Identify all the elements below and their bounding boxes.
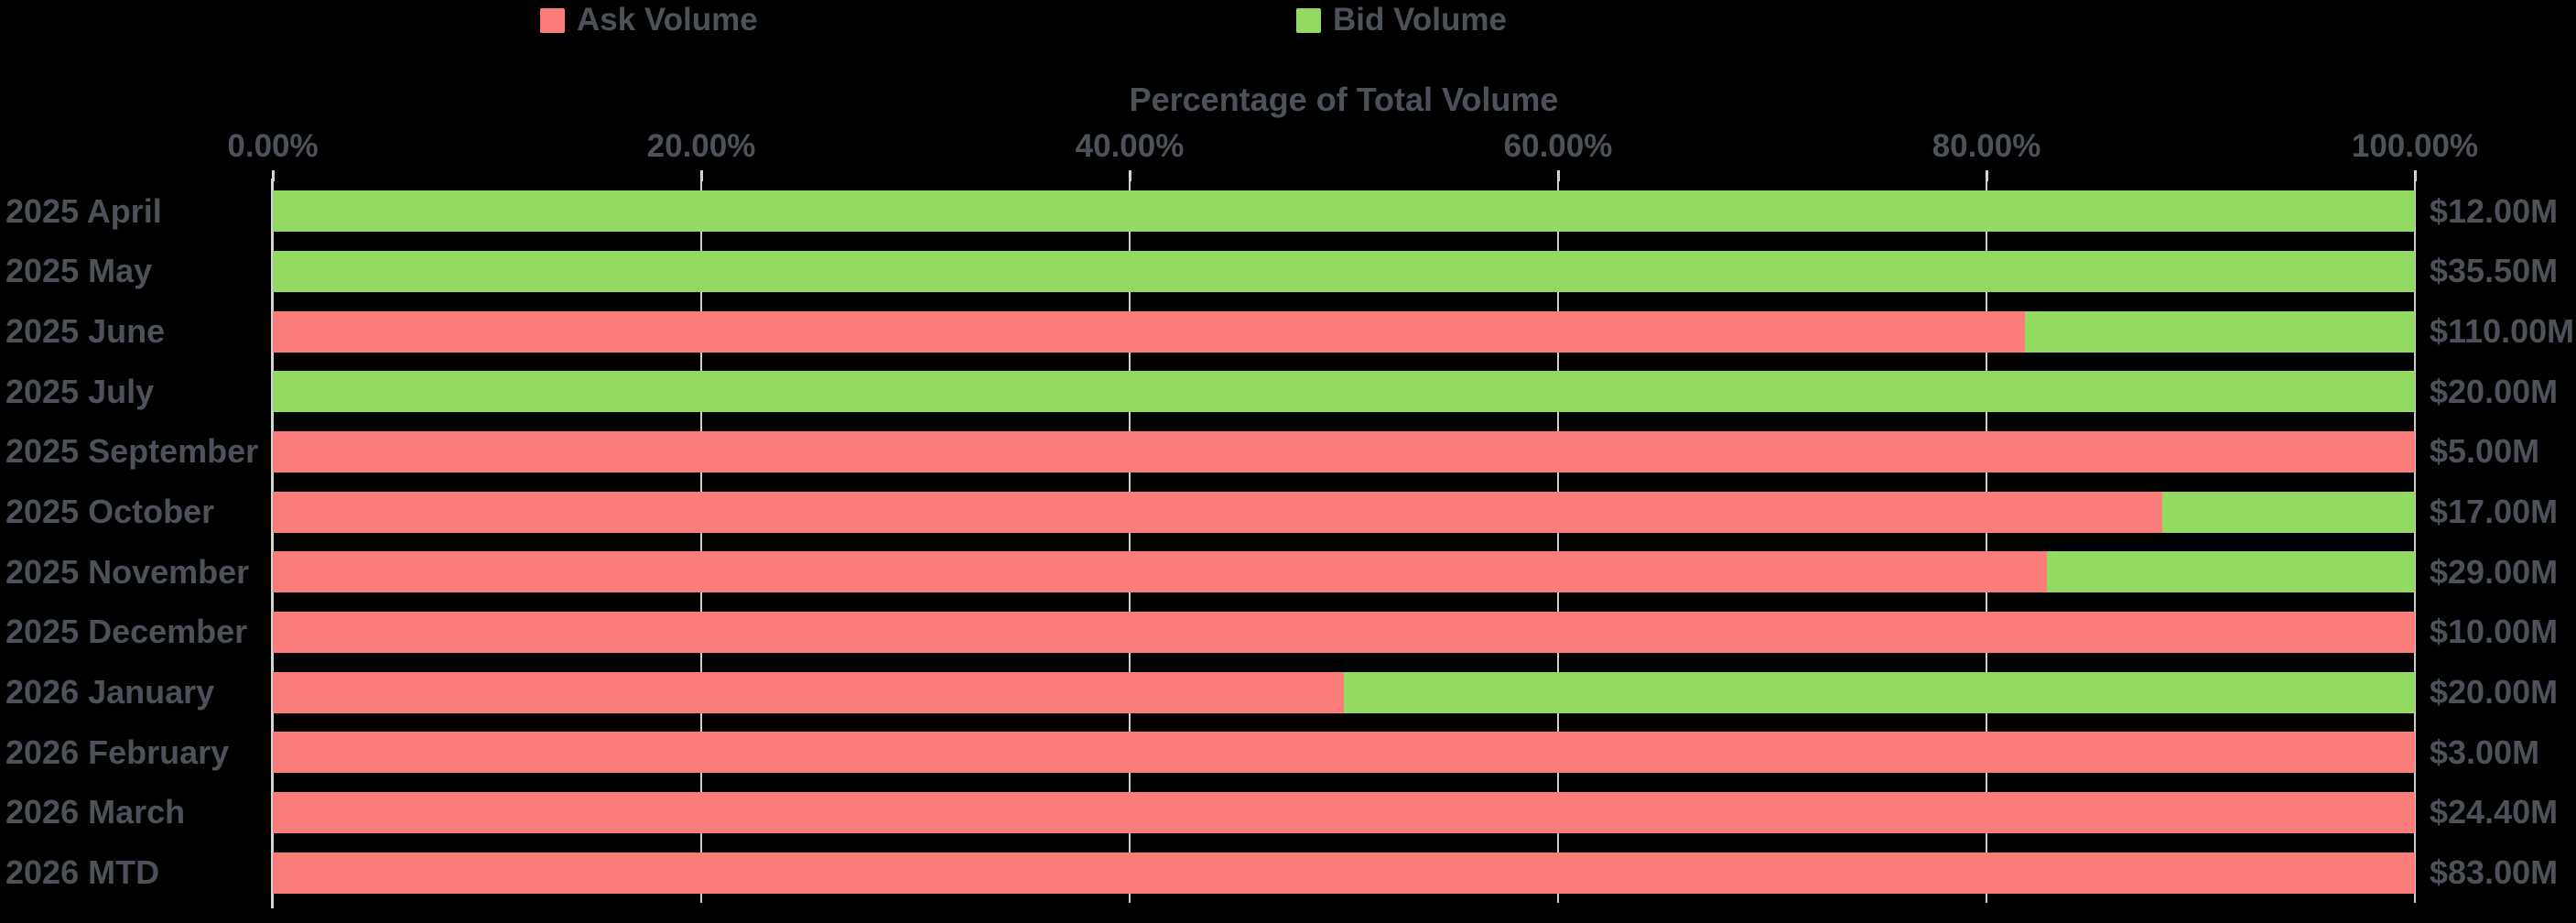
bar-row xyxy=(273,783,2415,843)
x-tick-label: 40.00% xyxy=(1075,128,1185,164)
y-axis-line xyxy=(271,179,274,908)
bar-total-label: $3.00M xyxy=(2430,733,2540,771)
legend-item-bid-volume[interactable]: Bid Volume xyxy=(1296,2,1507,38)
bar-segment-bid[interactable] xyxy=(273,190,2415,233)
bar-segment-bid[interactable] xyxy=(1344,671,2415,713)
bar-row xyxy=(273,482,2415,542)
gridline xyxy=(1557,181,1559,903)
gridline xyxy=(1986,181,1987,903)
bar-total-label: $17.00M xyxy=(2430,493,2559,531)
bar-segment-ask[interactable] xyxy=(273,732,2415,774)
category-label: 2025 December xyxy=(5,613,248,651)
bar-total-label: $5.00M xyxy=(2430,432,2540,471)
x-tick-label: 0.00% xyxy=(227,128,319,164)
category-label: 2025 June xyxy=(5,312,166,351)
category-label: 2026 January xyxy=(5,673,215,711)
x-tick-mark xyxy=(2414,170,2417,181)
bar-row xyxy=(273,722,2415,783)
bar-segment-bid[interactable] xyxy=(2161,491,2415,533)
gridline xyxy=(2414,181,2416,903)
category-label: 2025 September xyxy=(5,432,259,471)
bar-total-label: $24.40M xyxy=(2430,793,2559,831)
x-tick-mark xyxy=(1129,170,1131,181)
bar-segment-bid[interactable] xyxy=(2046,551,2415,593)
category-label: 2025 July xyxy=(5,372,155,410)
bar-segment-ask[interactable] xyxy=(273,430,2415,472)
bar-total-label: $29.00M xyxy=(2430,552,2559,591)
bar-segment-ask[interactable] xyxy=(273,611,2415,653)
category-label: 2025 November xyxy=(5,552,250,591)
category-label: 2026 MTD xyxy=(5,853,160,892)
bar-total-label: $20.00M xyxy=(2430,673,2559,711)
x-tick-label: 60.00% xyxy=(1503,128,1613,164)
bar-row xyxy=(273,542,2415,603)
gridline xyxy=(1129,181,1131,903)
bar-row xyxy=(273,242,2415,302)
x-tick-mark xyxy=(272,170,275,181)
bar-total-label: $10.00M xyxy=(2430,613,2559,651)
bar-segment-ask[interactable] xyxy=(273,551,2047,593)
x-axis-title: Percentage of Total Volume xyxy=(1129,81,1559,118)
gridline xyxy=(700,181,702,903)
ask-volume-swatch-icon xyxy=(540,7,565,33)
bar-row xyxy=(273,362,2415,422)
bar-row xyxy=(273,842,2415,903)
x-tick-label: 100.00% xyxy=(2351,128,2479,164)
bar-segment-bid[interactable] xyxy=(273,371,2415,413)
bar-segment-ask[interactable] xyxy=(273,671,1344,713)
bar-segment-ask[interactable] xyxy=(273,491,2162,533)
x-tick-mark xyxy=(1557,170,1560,181)
bar-total-label: $83.00M xyxy=(2430,853,2559,892)
x-tick-mark xyxy=(1986,170,1988,181)
bar-segment-ask[interactable] xyxy=(273,852,2415,894)
bar-total-label: $35.50M xyxy=(2430,252,2559,290)
bar-row xyxy=(273,603,2415,663)
bar-total-label: $110.00M xyxy=(2430,312,2575,351)
category-label: 2025 October xyxy=(5,493,215,531)
category-label: 2025 May xyxy=(5,252,153,290)
bid-volume-swatch-icon xyxy=(1296,7,1321,33)
bar-segment-ask[interactable] xyxy=(273,310,2026,353)
bar-row xyxy=(273,422,2415,483)
legend-label-ask-volume: Ask Volume xyxy=(577,2,758,38)
bar-segment-bid[interactable] xyxy=(273,250,2415,292)
x-tick-label: 20.00% xyxy=(646,128,756,164)
legend-item-ask-volume[interactable]: Ask Volume xyxy=(540,2,758,38)
category-label: 2026 March xyxy=(5,793,186,831)
category-label: 2025 April xyxy=(5,191,162,230)
bar-row xyxy=(273,301,2415,362)
x-tick-label: 80.00% xyxy=(1932,128,2041,164)
bar-total-label: $20.00M xyxy=(2430,372,2559,410)
bar-row xyxy=(273,662,2415,722)
bar-row xyxy=(273,181,2415,242)
bar-segment-bid[interactable] xyxy=(2025,310,2415,353)
bar-segment-ask[interactable] xyxy=(273,791,2415,833)
x-tick-mark xyxy=(700,170,703,181)
category-label: 2026 February xyxy=(5,733,230,771)
legend-label-bid-volume: Bid Volume xyxy=(1333,2,1507,38)
bar-total-label: $12.00M xyxy=(2430,191,2559,230)
